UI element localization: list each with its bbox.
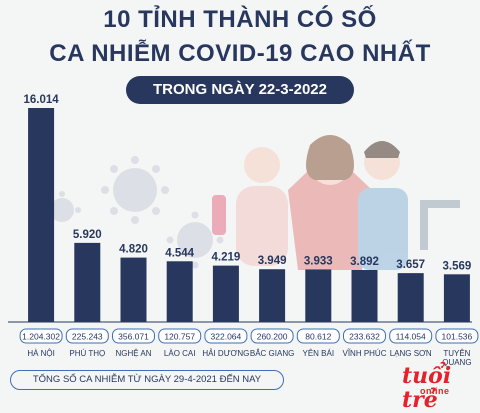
bar <box>74 242 101 322</box>
category-label: TUYÊN QUANG <box>442 349 471 367</box>
value-labels-layer: 16.014 5.920 4.820 4.544 4.219 3.949 3.933 3.89… <box>24 94 472 272</box>
total-labels-layer: 1.204.302 225.243 356.071 120.757 322.064 260… <box>19 328 479 344</box>
total-label: 322.064 <box>211 332 242 342</box>
value-label: 3.949 <box>258 255 287 267</box>
total-box <box>389 328 433 344</box>
category-label: LẠNG SƠN <box>390 349 432 358</box>
total-box <box>296 328 340 344</box>
value-label: 4.820 <box>119 244 148 256</box>
bar <box>351 269 378 322</box>
title-line-2: CA NHIỄM COVID-19 CAO NHẤT <box>49 40 431 67</box>
category-label: YÊN BÁI <box>303 349 335 358</box>
category-label: PHÚ THỌ <box>69 349 105 358</box>
logo-subtext: online <box>420 386 450 396</box>
value-label: 3.569 <box>443 260 472 272</box>
brand-logo: tuổi trẻ online <box>402 364 468 412</box>
value-label: 3.933 <box>304 255 333 267</box>
total-box <box>158 328 202 344</box>
bar <box>166 261 193 322</box>
category-label: NGHỆ AN <box>115 349 151 358</box>
bar <box>443 274 470 322</box>
bar <box>120 257 147 322</box>
bar <box>397 273 424 322</box>
total-box <box>343 328 386 344</box>
category-labels-layer: HÀ NỘI PHÚ THỌ NGHỆ AN LÀO CAI HẢI DƯƠNG BẮC … <box>27 349 471 367</box>
total-label: 120.757 <box>164 332 195 342</box>
value-label: 4.219 <box>212 252 241 264</box>
total-label: 356.071 <box>118 332 149 342</box>
category-label: BẮC GIANG <box>250 349 294 358</box>
background-illustration <box>43 135 460 270</box>
total-label: 225.243 <box>72 332 103 342</box>
bar <box>305 269 332 322</box>
total-label: 233.632 <box>349 332 380 342</box>
total-box <box>112 328 155 344</box>
total-box <box>204 328 248 344</box>
total-label: 80.612 <box>305 332 331 342</box>
total-box <box>250 328 294 344</box>
total-box <box>19 328 63 344</box>
total-label: 114.054 <box>396 332 426 342</box>
total-box <box>65 328 109 344</box>
category-label: VĨNH PHÚC <box>342 349 386 358</box>
total-box <box>435 328 479 344</box>
bar <box>28 108 55 322</box>
value-label: 3.892 <box>350 256 379 268</box>
category-label: HẢI DƯƠNG <box>202 349 249 358</box>
bars-layer <box>28 108 470 322</box>
total-label: 101.536 <box>442 332 473 342</box>
bar <box>212 265 239 322</box>
category-label: HÀ NỘI <box>27 349 55 358</box>
bar <box>259 269 286 322</box>
value-label: 5.920 <box>73 229 102 241</box>
value-label: 4.544 <box>165 247 194 259</box>
people-illustration-icon <box>212 135 460 270</box>
total-label: 1.204.302 <box>22 332 60 342</box>
category-label: LÀO CAI <box>164 349 196 358</box>
value-label: 16.014 <box>24 94 60 106</box>
value-label: 3.657 <box>396 259 425 271</box>
title-line-1: 10 TỈNH THÀNH CÓ SỐ <box>103 6 377 33</box>
total-label: 260.200 <box>257 332 288 342</box>
subtitle-pill: TRONG NGÀY 22-3-2022 <box>126 76 354 104</box>
total-caption-box: TỔNG SỐ CA NHIỄM TỪ NGÀY 29-4-2021 ĐẾN N… <box>10 370 284 390</box>
